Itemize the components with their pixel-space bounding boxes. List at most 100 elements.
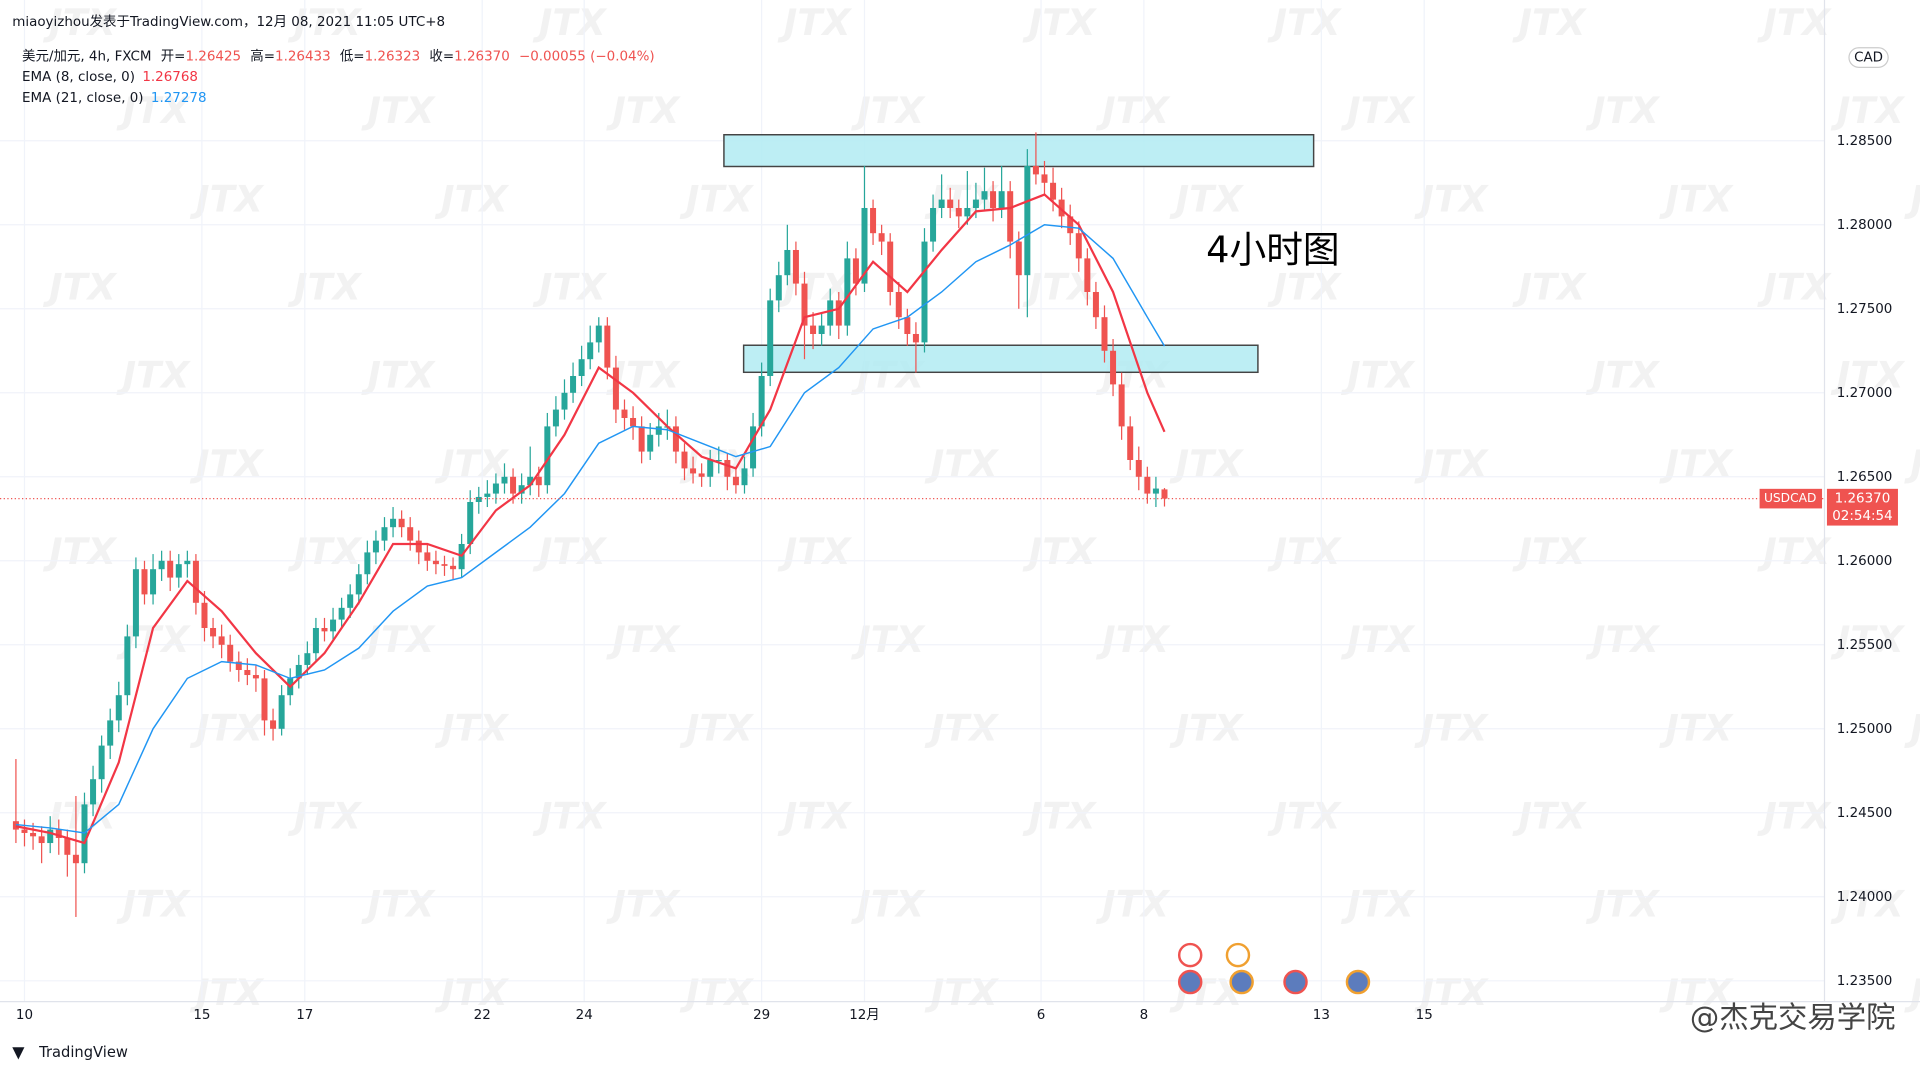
candle-body (852, 258, 859, 284)
event-icon[interactable] (1177, 969, 1203, 995)
candle-body (321, 627, 328, 632)
candle-body (741, 468, 748, 486)
annotation: 4小时图 (1206, 229, 1340, 272)
candle-body (895, 291, 902, 318)
candle-body (1144, 476, 1151, 494)
event-icon[interactable] (1345, 969, 1371, 995)
candle-body (981, 191, 988, 200)
watermark: JTX (1022, 1, 1098, 44)
candle-body (407, 527, 414, 541)
x-tick-label: 24 (576, 1008, 593, 1023)
candle-body (1007, 191, 1014, 242)
candle-body (107, 720, 114, 746)
watermark: JTX (434, 706, 510, 749)
candle-body (510, 476, 517, 494)
watermark: JTX (1585, 883, 1661, 926)
watermark: JTX (1903, 706, 1920, 749)
candle-body (544, 426, 551, 486)
price-label: 1.26370 (1835, 492, 1891, 507)
candle-body (1050, 182, 1057, 200)
watermark: JTX (189, 706, 265, 749)
ohlc-label: 高= (250, 47, 275, 64)
candle-body (132, 569, 139, 637)
x-tick-label: 6 (1037, 1008, 1046, 1023)
watermark: JTX (605, 89, 681, 132)
event-icons (1177, 942, 1371, 995)
ohlc-value: 1.26425 (185, 49, 241, 64)
currency-label[interactable]: CAD (1854, 51, 1883, 66)
candle-body (278, 695, 285, 729)
candle-body (235, 661, 242, 670)
price-tag (1826, 488, 1898, 526)
candle-body (415, 540, 422, 553)
x-tick-label: 17 (296, 1008, 313, 1023)
watermark: JTX (1095, 618, 1171, 661)
event-icon[interactable] (1283, 969, 1308, 995)
x-tick-label: 8 (1140, 1008, 1149, 1023)
candle-body (227, 644, 234, 662)
candle-body (595, 325, 602, 343)
x-tick-label: 22 (474, 1008, 491, 1023)
watermark: JTX (1511, 1, 1587, 44)
legend-value: 1.27278 (151, 91, 207, 106)
candle-body (467, 501, 474, 544)
candle-body (878, 233, 885, 242)
candle-body (767, 300, 774, 376)
y-tick-label: 1.23500 (1837, 974, 1893, 989)
candle-body (338, 607, 345, 620)
watermark: JTX (1022, 794, 1098, 837)
watermark: JTX (1830, 89, 1906, 132)
candle-body (141, 569, 148, 595)
watermark: JTX (777, 1, 853, 44)
legend-entry: EMA (21, close, 0) 1.27278 (22, 91, 207, 106)
credit: @杰克交易学院 (1690, 1000, 1896, 1034)
candle-body (561, 392, 568, 410)
watermark: JTX (924, 706, 1000, 749)
candle-body (184, 560, 191, 565)
watermark: JTX (1585, 618, 1661, 661)
y-tick-label: 1.27500 (1837, 302, 1893, 317)
candle-body (1075, 233, 1082, 259)
candle-body (1084, 258, 1091, 292)
ema-line (15, 193, 1166, 845)
watermark: JTX (287, 1, 363, 44)
candle-body (484, 493, 491, 497)
candle-body (715, 459, 722, 462)
candle-body (312, 627, 319, 654)
event-icon[interactable] (1229, 969, 1254, 995)
watermark: JTX (360, 883, 436, 926)
currency-button[interactable] (1848, 47, 1889, 68)
candle-body (698, 473, 705, 477)
candle-body (304, 653, 311, 665)
candle-body (1067, 216, 1074, 234)
candle-body (578, 359, 585, 376)
watermark: JTX (1903, 971, 1920, 1014)
legend-name: EMA (8, close, 0) (22, 70, 135, 85)
countdown: 02:54:54 (1832, 509, 1892, 524)
candle-body (21, 829, 28, 833)
candle-body (775, 275, 782, 301)
candle-body (1041, 174, 1048, 183)
candle-body (750, 426, 757, 469)
ohlc-label: 低= (340, 48, 365, 64)
event-icon[interactable] (1225, 942, 1251, 968)
candle-body (690, 468, 697, 474)
candle-body (527, 476, 534, 486)
candle-body (630, 417, 637, 427)
watermark: JTX (189, 442, 265, 485)
candle-body (12, 821, 19, 830)
y-tick-label: 1.24000 (1837, 890, 1893, 905)
watermark: JTX (679, 706, 755, 749)
y-tick-label: 1.26000 (1837, 554, 1893, 569)
candle-body (724, 459, 731, 477)
zone (742, 344, 1259, 374)
candle-body (38, 836, 45, 844)
watermark: JTX (924, 442, 1000, 485)
watermark: JTX (42, 530, 118, 573)
ohlc-label: 开= (161, 49, 186, 64)
event-icon[interactable] (1177, 942, 1203, 968)
watermark: JTX (1830, 883, 1906, 926)
watermark: JTX (1413, 442, 1489, 485)
watermark: JTX (777, 794, 853, 837)
watermark: JTX (1413, 177, 1489, 220)
